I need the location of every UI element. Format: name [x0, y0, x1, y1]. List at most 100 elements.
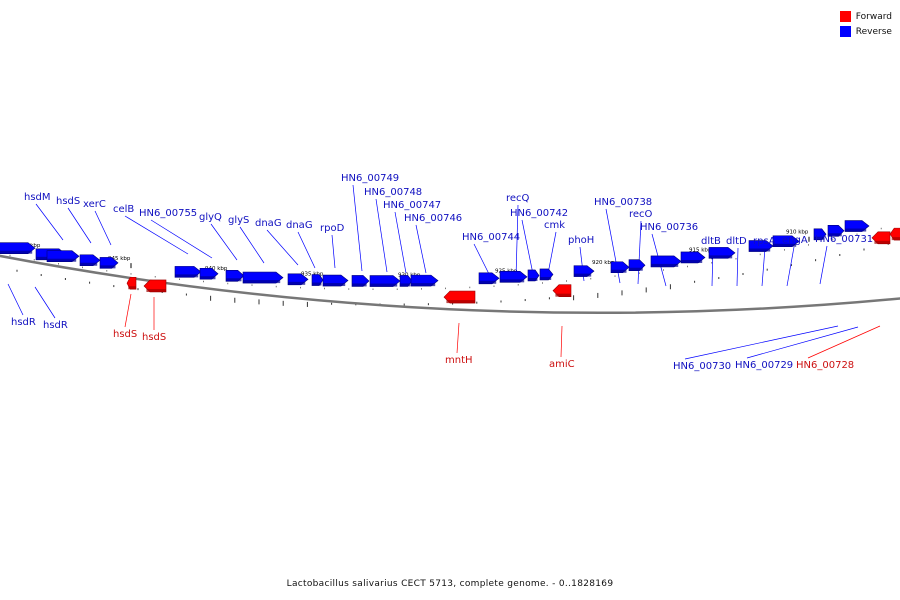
legend-reverse: Reverse	[839, 24, 892, 39]
gene-label-hsdr: hsdR	[11, 317, 36, 328]
reverse-gene-arrow	[322, 274, 349, 287]
gene-label-hsds: hsdS	[113, 329, 137, 340]
genome-caption: Lactobacillus salivarius CECT 5713, comp…	[286, 579, 614, 589]
gene-label-hn6-00755: HN6_00755	[139, 208, 197, 219]
gene-label-hsdr: hsdR	[43, 320, 68, 331]
genome-backbone	[0, 254, 900, 315]
reverse-gene-arrow	[410, 274, 439, 287]
reverse-gene-arrow	[650, 255, 682, 268]
leader-line-reverse	[150, 219, 213, 259]
gene-label-hsds: hsdS	[56, 196, 80, 207]
leader-line-reverse	[746, 326, 859, 359]
gene-label-rpod: rpoD	[320, 223, 345, 234]
leader-line-reverse	[415, 224, 427, 274]
forward-gene-arrow	[126, 276, 137, 290]
kbp-tick-label: 920 kbp	[592, 260, 615, 266]
gene-label-hn6-00738: HN6_00738	[594, 197, 652, 208]
legend-forward: Forward	[839, 9, 892, 24]
leader-line-forward	[560, 325, 563, 358]
gene-label-hsdm: hsdM	[24, 192, 51, 203]
gene-label-phoh: phoH	[568, 235, 594, 246]
gene-label-cmk: cmk	[544, 220, 565, 231]
leader-line-reverse	[7, 283, 24, 316]
reverse-gene-arrow	[351, 275, 370, 287]
reverse-gene-arrow	[0, 242, 36, 254]
reverse-gene-arrow	[499, 271, 528, 283]
reverse-gene-arrow	[772, 235, 800, 248]
reverse-gene-arrow	[99, 257, 119, 269]
gene-labels: hsdM hsdS xerC celB HN6_00755 glyQ glyS dnaG dna…	[11, 173, 873, 372]
gene-label-glyq: glyQ	[199, 212, 222, 223]
gene-label-xerc: xerC	[83, 199, 106, 210]
leader-line-reverse	[35, 203, 64, 241]
leader-line-reverse	[394, 211, 407, 274]
reverse-gene-arrow	[242, 271, 284, 284]
reverse-gene-arrow	[680, 251, 706, 264]
forward-gene-arrow	[871, 231, 891, 245]
gene-label-recq: recQ	[506, 193, 530, 204]
forward-gene-arrow	[443, 290, 476, 304]
leader-line-reverse	[684, 325, 839, 360]
gene-arrows	[0, 220, 900, 304]
legend: Forward Reverse	[839, 9, 892, 39]
leader-line-reverse	[266, 229, 299, 266]
reverse-gene-arrow	[311, 274, 324, 286]
reverse-gene-arrow	[527, 269, 540, 282]
gene-label-hn6-00746: HN6_00746	[404, 213, 462, 224]
gene-label-dltb: dltB	[701, 236, 721, 247]
reverse-gene-arrow	[573, 265, 595, 277]
leader-line-reverse	[34, 286, 56, 319]
leader-line-reverse	[67, 207, 92, 244]
gene-label-hn6-00728: HN6_00728	[796, 360, 854, 371]
leader-line-reverse	[375, 198, 388, 273]
leader-line-forward	[124, 293, 132, 328]
reverse-gene-arrow	[79, 254, 101, 267]
leader-line-reverse	[515, 204, 519, 279]
leader-line-reverse	[352, 184, 363, 272]
gene-label-hn6-00736: HN6_00736	[640, 222, 698, 233]
leader-lines	[7, 184, 881, 360]
gene-label-dltd: dltD	[726, 236, 747, 247]
gene-label-mnth: mntH	[445, 355, 473, 366]
gene-label-enga: engA	[782, 235, 808, 246]
gene-label-rpsa: rpsA	[753, 236, 776, 247]
reverse-gene-arrow	[287, 273, 309, 286]
gene-label-hn6-00729: HN6_00729	[735, 360, 793, 371]
leader-line-reverse	[297, 231, 316, 269]
gene-label-hn6-00730: HN6_00730	[673, 361, 731, 372]
kbp-tick-label: 945 kbp	[108, 256, 131, 262]
gene-label-amic: amiC	[549, 359, 575, 370]
reverse-gene-arrow	[539, 268, 554, 281]
leader-line-reverse	[239, 226, 265, 264]
leader-line-reverse	[331, 234, 336, 269]
gene-label-hn6-00748: HN6_00748	[364, 187, 422, 198]
legend-forward-label: Forward	[855, 11, 892, 22]
gene-label-hsds: hsdS	[142, 332, 166, 343]
leader-line-forward	[807, 325, 881, 359]
legend-reverse-label: Reverse	[855, 26, 892, 37]
leader-line-reverse	[637, 220, 642, 285]
kbp-tick-label: 915 kbp	[689, 247, 712, 253]
kbp-tick-label: 940 kbp	[205, 266, 228, 272]
reverse-gene-arrow	[46, 250, 80, 263]
leader-line-reverse	[736, 247, 739, 287]
gene-label-hn6-00744: HN6_00744	[462, 232, 520, 243]
kbp-tick-label: 910 kbp	[786, 230, 809, 236]
reverse-gene-arrow	[399, 275, 413, 287]
kbp-tick-label: 930 kbp	[398, 272, 421, 278]
reverse-gene-arrow	[748, 240, 774, 252]
reverse-gene-arrow	[628, 259, 646, 272]
forward-gene-arrow	[143, 279, 167, 293]
reverse-gene-arrow	[478, 272, 500, 285]
forward-swatch	[839, 11, 851, 22]
gene-label-dnag: dnaG	[255, 218, 282, 229]
leader-line-reverse	[124, 215, 189, 255]
reverse-gene-arrow	[199, 267, 219, 280]
leader-line-forward	[456, 322, 460, 354]
reverse-gene-arrow	[813, 228, 827, 241]
gene-label-hn6-00731: HN6_00731	[815, 234, 873, 245]
gene-label-dnag: dnaG	[286, 220, 313, 231]
gene-label-glys: glyS	[228, 215, 249, 226]
reverse-gene-arrow	[225, 269, 245, 282]
leader-line-reverse	[819, 245, 828, 285]
